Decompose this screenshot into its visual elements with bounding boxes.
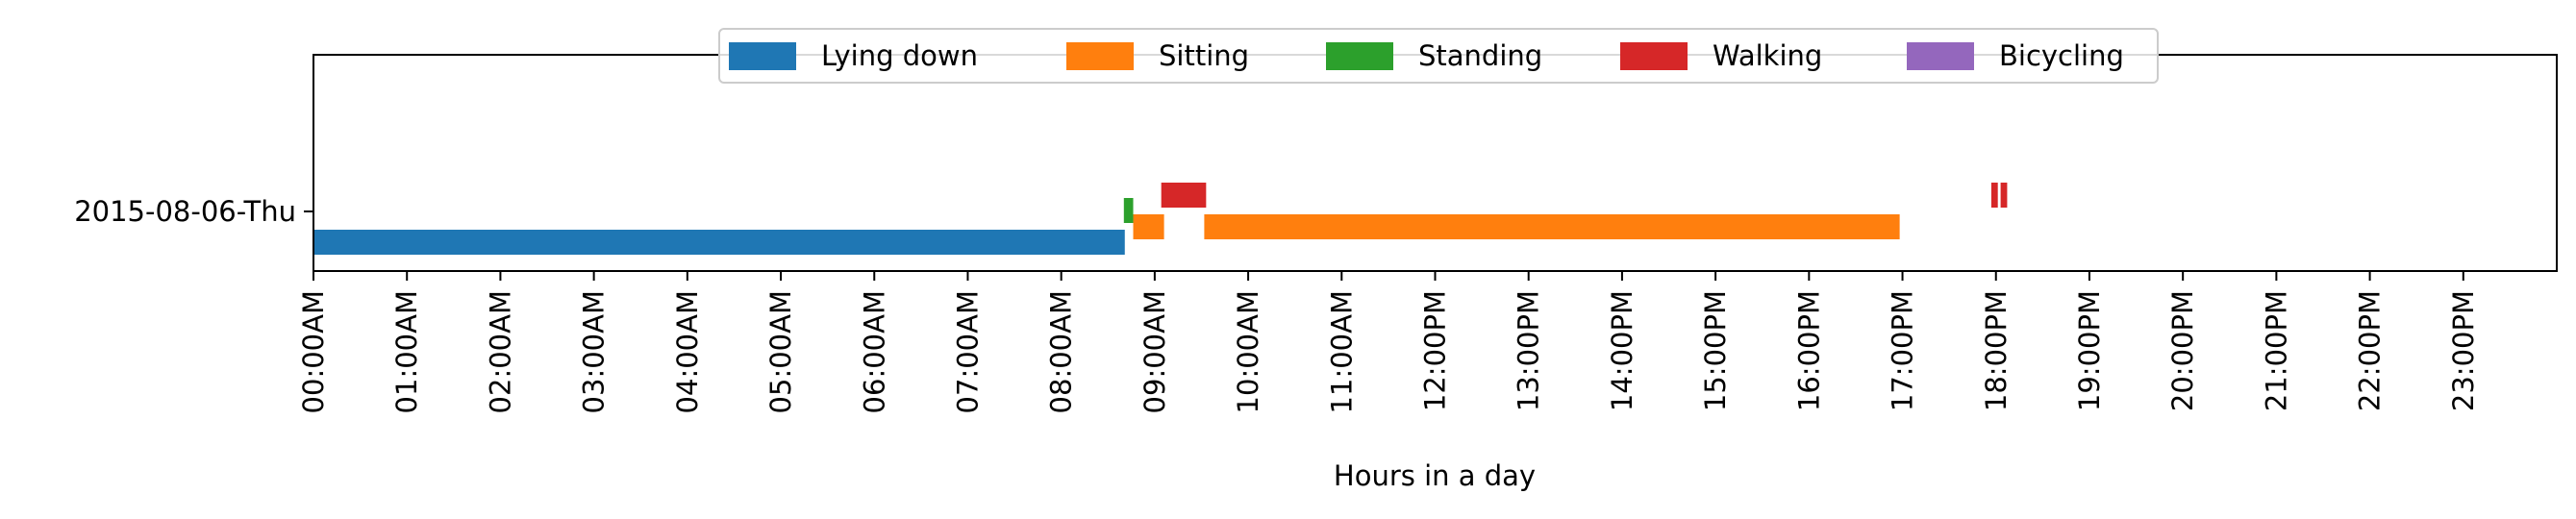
x-tick-label: 10:00AM (1232, 290, 1264, 413)
x-tick-label: 21:00PM (2260, 290, 2292, 411)
x-tick-label: 07:00AM (951, 290, 984, 413)
bar-walking-3 (2000, 183, 2008, 208)
legend: Lying down Sitting Standing Walking Bicyclin… (718, 28, 2159, 84)
x-tick-label: 20:00PM (2166, 290, 2199, 411)
x-tick-label: 03:00AM (578, 290, 611, 413)
x-tick-label: 19:00PM (2073, 290, 2106, 411)
x-tick-label: 04:00AM (671, 290, 704, 413)
y-axis: 2015-08-06-Thu (74, 195, 313, 228)
bar-walking-2 (1990, 183, 1998, 208)
x-tick-label: 22:00PM (2354, 290, 2387, 411)
x-tick-label: 12:00PM (1419, 290, 1452, 411)
legend-label-lying-down: Lying down (821, 39, 978, 72)
x-tick-label: 09:00AM (1138, 290, 1171, 413)
bar-standing-1 (1123, 198, 1134, 223)
x-tick-label: 17:00PM (1887, 290, 1919, 411)
legend-label-bicycling: Bicycling (1999, 39, 2124, 72)
legend-label-walking: Walking (1713, 39, 1822, 72)
bars-layer (313, 183, 2008, 255)
bar-sitting-1 (1133, 214, 1164, 239)
x-tick-label: 08:00AM (1045, 290, 1078, 413)
legend-swatch-bicycling (1907, 42, 1974, 70)
x-tick-label: 05:00AM (764, 290, 797, 413)
x-axis: 00:00AM 01:00AM 02:00AM 03:00AM 04:00AM 05:00… (297, 271, 2480, 413)
x-tick-label: 16:00PM (1792, 290, 1825, 411)
x-tick-label: 15:00PM (1699, 290, 1732, 411)
legend-swatch-standing (1326, 42, 1393, 70)
legend-label-sitting: Sitting (1159, 39, 1249, 72)
x-tick-label: 23:00PM (2447, 290, 2480, 411)
bar-lying-down-1 (313, 230, 1125, 255)
legend-swatch-lying-down (729, 42, 796, 70)
x-tick-label: 02:00AM (484, 290, 516, 413)
x-tick-label: 11:00AM (1325, 290, 1358, 413)
y-tick-label: 2015-08-06-Thu (74, 195, 296, 228)
x-tick-label: 18:00PM (1980, 290, 2013, 411)
x-tick-label: 00:00AM (297, 290, 330, 413)
x-axis-label: Hours in a day (1334, 459, 1536, 492)
x-tick-label: 06:00AM (858, 290, 890, 413)
bar-sitting-2 (1204, 214, 1900, 239)
legend-label-standing: Standing (1418, 39, 1542, 72)
bar-walking-1 (1161, 183, 1207, 208)
x-tick-label: 14:00PM (1606, 290, 1638, 411)
legend-swatch-walking (1620, 42, 1688, 70)
x-tick-label: 01:00AM (390, 290, 423, 413)
legend-swatch-sitting (1066, 42, 1134, 70)
x-tick-label: 13:00PM (1513, 290, 1545, 411)
